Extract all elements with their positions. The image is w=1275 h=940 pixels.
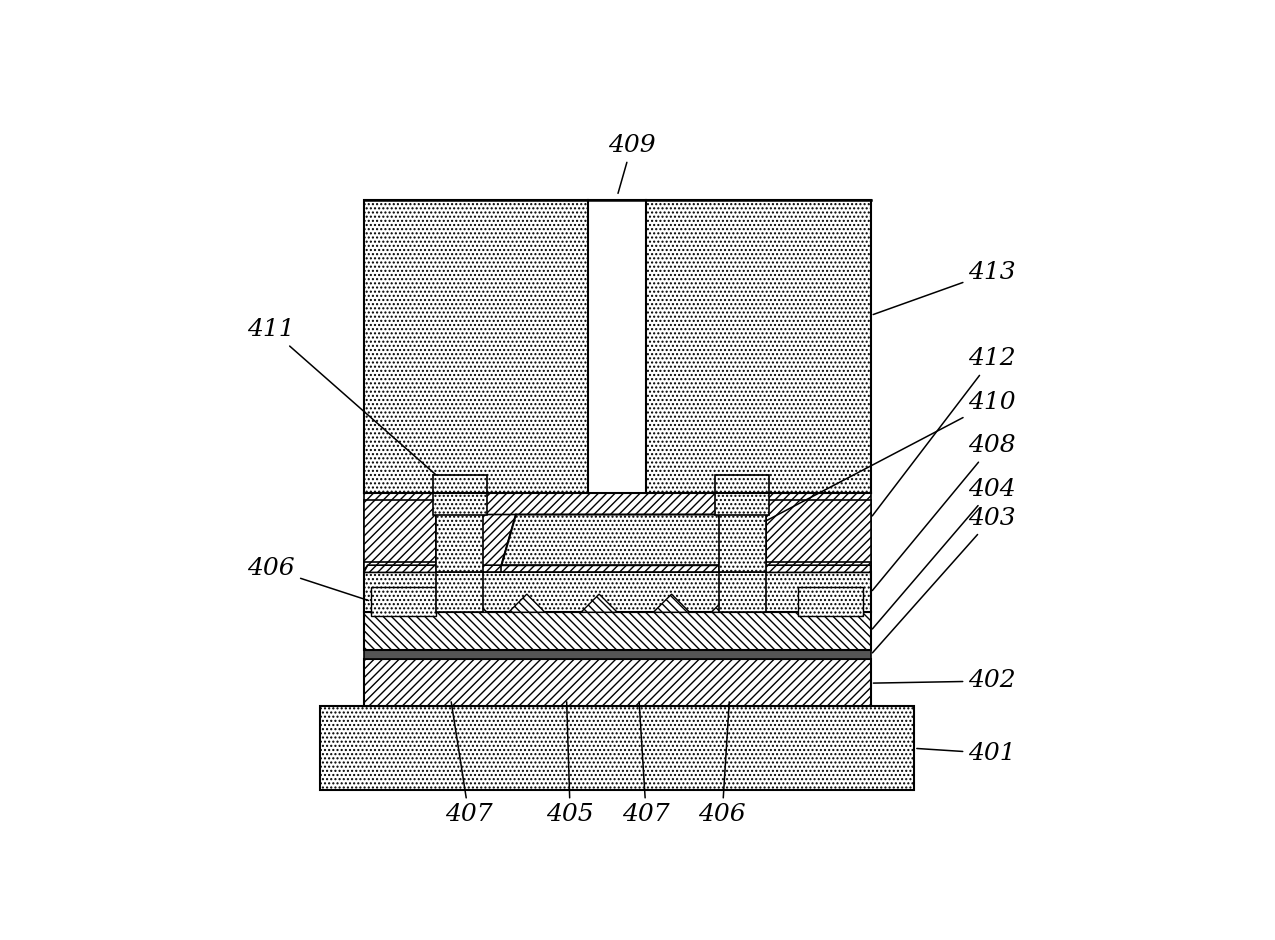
Bar: [798, 587, 863, 616]
Bar: [588, 199, 646, 493]
Polygon shape: [363, 514, 516, 572]
Bar: [719, 572, 765, 612]
Text: 402: 402: [873, 669, 1016, 693]
Bar: [320, 706, 914, 790]
Polygon shape: [711, 594, 747, 612]
Polygon shape: [765, 500, 871, 572]
Text: 412: 412: [872, 348, 1016, 516]
Bar: [363, 659, 871, 706]
Polygon shape: [733, 561, 871, 572]
Bar: [363, 650, 871, 659]
Bar: [765, 493, 871, 572]
Text: 406: 406: [699, 702, 746, 826]
Bar: [432, 475, 487, 514]
Text: 407: 407: [445, 702, 492, 826]
Text: 404: 404: [872, 478, 1016, 629]
Text: 410: 410: [740, 391, 1016, 535]
Text: 413: 413: [873, 260, 1016, 315]
Text: 405: 405: [547, 702, 594, 826]
Text: 408: 408: [872, 434, 1016, 590]
Polygon shape: [654, 594, 690, 612]
Polygon shape: [581, 594, 617, 612]
Bar: [371, 587, 436, 616]
Bar: [719, 493, 765, 572]
Text: 409: 409: [608, 133, 655, 194]
Bar: [363, 612, 871, 650]
Polygon shape: [509, 594, 544, 612]
Polygon shape: [719, 514, 871, 572]
Text: 406: 406: [247, 557, 368, 601]
Polygon shape: [501, 514, 733, 565]
Text: 403: 403: [872, 507, 1016, 653]
Bar: [715, 475, 769, 514]
Text: 411: 411: [247, 319, 437, 477]
Polygon shape: [363, 500, 436, 572]
Text: 401: 401: [917, 742, 1016, 765]
Bar: [363, 199, 871, 493]
Bar: [363, 572, 871, 612]
Bar: [436, 493, 483, 572]
Text: 407: 407: [622, 702, 669, 826]
Polygon shape: [451, 594, 487, 612]
Bar: [436, 572, 483, 612]
Bar: [363, 493, 436, 572]
Polygon shape: [363, 561, 501, 572]
Bar: [483, 493, 719, 572]
